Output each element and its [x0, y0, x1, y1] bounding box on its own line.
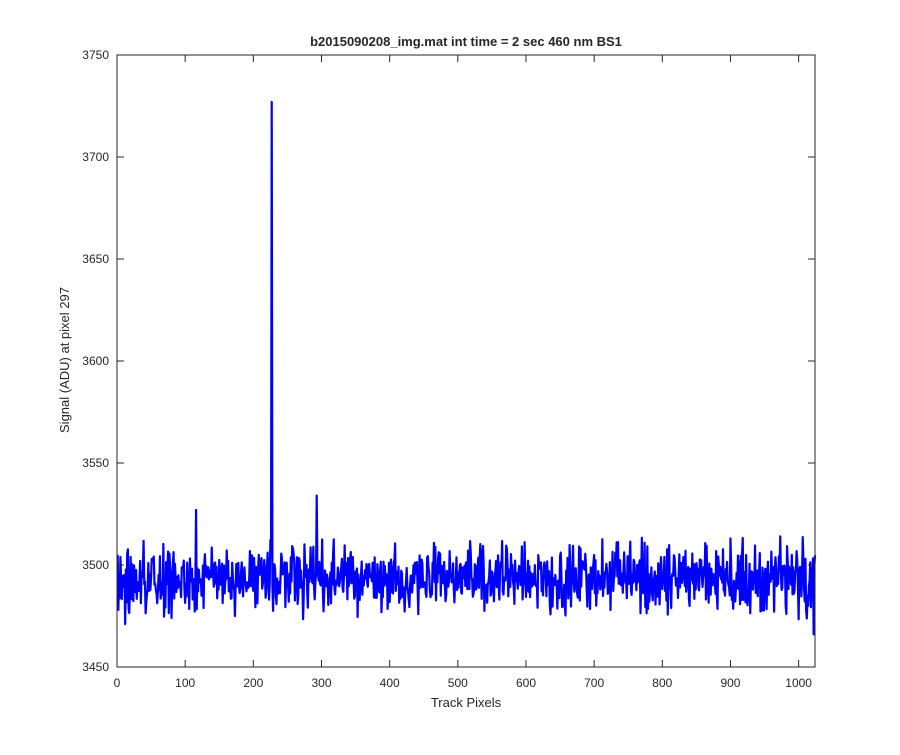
y-tick-label: 3600 — [82, 354, 109, 368]
x-tick-label: 200 — [243, 676, 263, 690]
x-tick-label: 700 — [584, 676, 604, 690]
x-tick-label: 900 — [720, 676, 740, 690]
y-axis-label: Signal (ADU) at pixel 297 — [57, 287, 72, 433]
x-tick-label: 1000 — [785, 676, 812, 690]
y-tick-label: 3550 — [82, 456, 109, 470]
data-series-line — [116, 100, 817, 636]
plot-area: 0 100 200 300 400 500 600 700 800 900 1000 3450 3500… — [82, 48, 817, 690]
x-tick-label: 800 — [652, 676, 672, 690]
x-tick-label: 400 — [380, 676, 400, 690]
x-tick-label: 600 — [516, 676, 536, 690]
y-tick-label: 3700 — [82, 150, 109, 164]
y-tick-label: 3750 — [82, 48, 109, 62]
chart-title: b2015090208_img.mat int time = 2 sec 460… — [310, 34, 622, 49]
y-tick-label: 3650 — [82, 252, 109, 266]
x-tick-label: 100 — [175, 676, 195, 690]
x-tick-label: 300 — [311, 676, 331, 690]
y-tick-label: 3500 — [82, 558, 109, 572]
x-tick-label: 0 — [114, 676, 121, 690]
x-tick-label: 500 — [448, 676, 468, 690]
x-axis-label: Track Pixels — [431, 695, 502, 710]
y-tick-label: 3450 — [82, 660, 109, 674]
